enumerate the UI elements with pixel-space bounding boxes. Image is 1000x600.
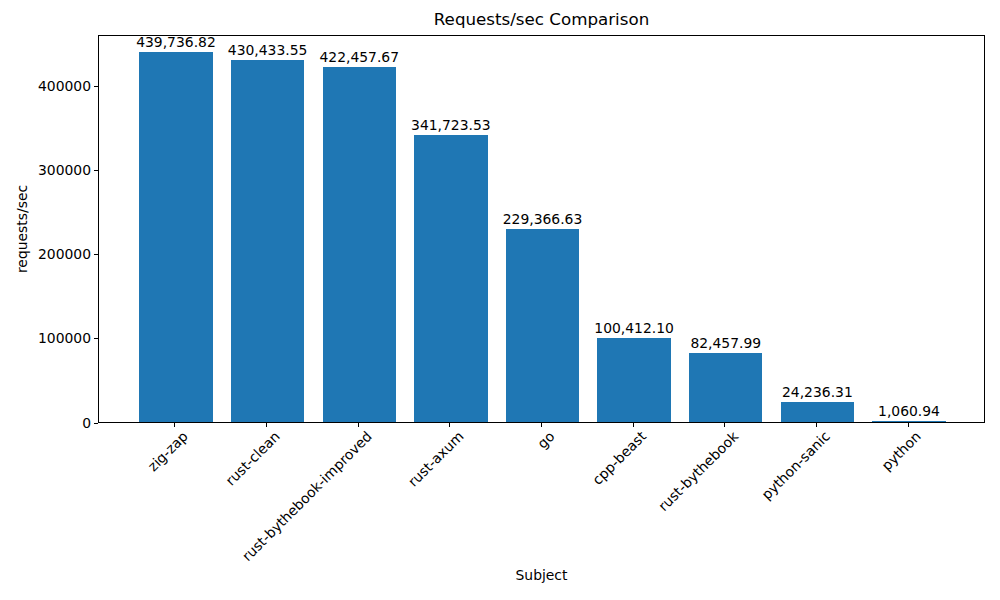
y-axis-tick [94, 338, 98, 339]
bar-zig-zap [139, 52, 212, 422]
y-tick-label: 300000 [11, 162, 91, 178]
x-axis-tick [816, 423, 817, 427]
plot-area: 439,736.82430,433.55422,457.67341,723.53… [98, 35, 985, 423]
bar-value-label: 24,236.31 [747, 384, 887, 400]
x-tick-label-cpp-beast: cpp-beast [589, 428, 649, 488]
bar-value-label: 341,723.53 [381, 117, 521, 133]
bar-rust-clean [231, 60, 304, 422]
x-tick-label-rust-clean: rust-clean [222, 428, 283, 489]
x-axis-tick [724, 423, 725, 427]
x-tick-label-go: go [534, 428, 558, 452]
y-axis-tick [94, 254, 98, 255]
y-tick-label: 0 [11, 415, 91, 431]
bar-value-label: 100,412.10 [564, 320, 704, 336]
x-tick-label-zig-zap: zig-zap [145, 428, 191, 474]
x-axis-tick [358, 423, 359, 427]
y-tick-label: 200000 [11, 246, 91, 262]
bar-value-label: 229,366.63 [473, 211, 613, 227]
y-axis-tick [94, 86, 98, 87]
x-axis-tick [266, 423, 267, 427]
bar-value-label: 1,060.94 [839, 403, 979, 419]
x-axis-tick [908, 423, 909, 427]
x-tick-label-python: python [879, 428, 925, 474]
x-axis-tick [174, 423, 175, 427]
x-axis-tick [541, 423, 542, 427]
x-tick-label-python-sanic: python-sanic [758, 428, 833, 503]
bar-python [872, 421, 945, 422]
y-tick-label: 400000 [11, 78, 91, 94]
bar-value-label: 82,457.99 [656, 335, 796, 351]
chart-title: Requests/sec Comparison [98, 9, 985, 29]
x-axis-label: Subject [98, 567, 985, 583]
x-axis-tick [633, 423, 634, 427]
y-axis-tick [94, 170, 98, 171]
x-tick-label-rust-axum: rust-axum [404, 428, 466, 490]
bar-value-label: 422,457.67 [289, 49, 429, 65]
x-axis-tick [449, 423, 450, 427]
x-tick-label-rust-bythebook: rust-bythebook [655, 428, 741, 514]
y-tick-label: 100000 [11, 330, 91, 346]
bar-rust-axum [414, 135, 487, 422]
y-axis-tick [94, 423, 98, 424]
bar-chart-figure: Requests/sec Comparison 439,736.82430,43… [0, 0, 1000, 600]
